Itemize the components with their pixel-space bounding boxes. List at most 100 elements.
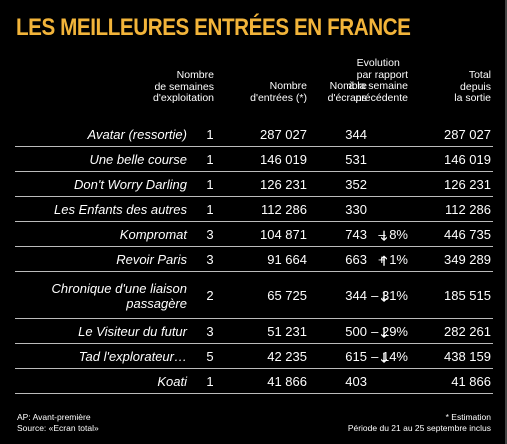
screens-count: 615 xyxy=(345,348,367,364)
screens-count: 344 xyxy=(345,287,367,303)
weeks-count: 3 xyxy=(206,251,214,267)
film-title: Kompromat xyxy=(120,227,187,242)
total-count: 126 231 xyxy=(444,176,491,192)
film-title-line: Koati xyxy=(157,374,187,389)
arrow-down-icon: 🡓 xyxy=(380,349,388,365)
total-count: 282 261 xyxy=(444,323,491,339)
header-entries-line: d'entrées (*) xyxy=(250,91,307,104)
arrow-down-icon: 🡓 xyxy=(380,324,388,340)
table-row: Don't Worry Darling 1 126 231 352 126 231 xyxy=(0,172,507,197)
total-count: 349 289 xyxy=(444,251,491,267)
film-title: Tad l'explorateur… xyxy=(79,349,187,364)
weeks-count: 1 xyxy=(206,176,214,192)
evolution-value: – 8% xyxy=(378,226,408,242)
total-count: 438 159 xyxy=(444,348,491,364)
entries-count: 91 664 xyxy=(267,251,307,267)
row-divider xyxy=(15,393,493,394)
table-row: Kompromat 3 104 871 743 🡓 – 8% 446 735 xyxy=(0,222,507,247)
row-divider xyxy=(15,146,493,147)
entries-count: 112 286 xyxy=(260,201,307,217)
row-divider xyxy=(15,171,493,172)
header-screens: Nombre d'écrans xyxy=(327,80,367,104)
total-count: 185 515 xyxy=(444,287,491,303)
weeks-count: 2 xyxy=(206,287,214,303)
film-title-line: Les Enfants des autres xyxy=(54,202,187,217)
screens-count: 344 xyxy=(345,126,367,142)
arrow-down-icon: 🡓 xyxy=(380,288,388,304)
film-title-line: Une belle course xyxy=(89,152,187,167)
row-divider xyxy=(15,368,493,369)
film-title-line: Kompromat xyxy=(119,227,187,242)
header-evolution-line: par rapport xyxy=(356,68,408,81)
screens-count: 663 xyxy=(345,251,367,267)
footer-notes: AP: Avant-première Source: «Ecran total» xyxy=(17,412,99,434)
screens-count: 352 xyxy=(345,176,367,192)
row-divider xyxy=(15,221,493,222)
film-title-line: Don't Worry Darling xyxy=(73,177,187,192)
entries-count: 126 231 xyxy=(260,176,307,192)
table-row: Tad l'explorateur… 5 42 235 615 🡓 – 14% 438 15… xyxy=(0,344,507,369)
screens-count: 743 xyxy=(345,226,367,242)
film-title: Don't Worry Darling xyxy=(74,177,187,192)
row-divider xyxy=(15,318,493,319)
film-title-line: Revoir Paris xyxy=(116,252,187,267)
weeks-count: 5 xyxy=(206,348,214,364)
header-weeks-line: d'exploitation xyxy=(153,92,214,104)
row-divider xyxy=(15,246,493,247)
header-total-line: Total xyxy=(468,69,491,81)
film-title-line: Le Visiteur du futur xyxy=(78,324,187,339)
film-title: Les Enfants des autres xyxy=(54,202,187,217)
header-evolution-line: précédente xyxy=(355,91,408,104)
header-total: Total depuis la sortie xyxy=(454,69,491,105)
entries-count: 146 019 xyxy=(260,151,307,167)
header-total-line: la sortie xyxy=(454,92,491,104)
header-evolution-line: Evolution xyxy=(356,57,400,69)
header-screens-line: Nombre xyxy=(329,80,367,92)
table-row: Revoir Paris 3 91 664 663 🡑 + 1% 349 289 xyxy=(0,247,507,272)
total-count: 146 019 xyxy=(444,151,491,167)
footer-period: * Estimation Période du 21 au 25 septemb… xyxy=(348,412,491,434)
footer-period-text: Période du 21 au 25 septembre inclus xyxy=(347,423,491,433)
table-row: Les Enfants des autres 1 112 286 330 112 286 xyxy=(0,197,507,222)
header-screens-line: d'écrans xyxy=(327,91,367,104)
total-count: 287 027 xyxy=(444,126,491,142)
evolution-value: – 31% xyxy=(371,287,408,303)
film-title: Revoir Paris xyxy=(116,252,187,267)
table-row: Chronique d'une liaison passagère 2 65 725 3… xyxy=(0,272,507,319)
table-row: Une belle course 1 146 019 531 146 019 xyxy=(0,147,507,172)
weeks-count: 3 xyxy=(206,323,214,339)
row-divider xyxy=(15,271,493,272)
entries-count: 65 725 xyxy=(267,287,307,303)
total-count: 112 286 xyxy=(444,201,491,217)
header-total-line: depuis xyxy=(460,80,491,93)
screens-count: 531 xyxy=(345,151,367,167)
film-title-line: Avatar (ressortie) xyxy=(87,127,187,142)
weeks-count: 3 xyxy=(206,226,214,242)
header-entries-line: Nombre xyxy=(269,80,307,92)
table-row: Koati 1 41 866 403 41 866 xyxy=(0,369,507,394)
right-border xyxy=(505,0,507,444)
row-divider xyxy=(15,343,493,344)
header-weeks-line: de semaines xyxy=(154,80,214,93)
entries-count: 42 235 xyxy=(267,348,307,364)
header-evolution: Evolution par rapport à la semaine précé… xyxy=(348,57,408,104)
weeks-count: 1 xyxy=(206,126,214,142)
entries-count: 51 231 xyxy=(267,323,307,339)
weeks-count: 1 xyxy=(206,151,214,167)
film-title-line: Chronique d'une liaison xyxy=(51,280,187,296)
footer-source: Source: «Ecran total» xyxy=(17,423,99,433)
header-weeks-line: Nombre xyxy=(176,69,214,81)
weeks-count: 1 xyxy=(206,201,214,217)
header-entries: Nombre d'entrées (*) xyxy=(250,80,307,104)
film-title: Avatar (ressortie) xyxy=(88,127,187,142)
total-count: 446 735 xyxy=(444,226,491,242)
arrow-up-icon: 🡑 xyxy=(380,252,388,268)
page-title: LES MEILLEURES ENTRÉES EN FRANCE xyxy=(16,14,411,41)
film-title-line: Tad l'explorateur… xyxy=(78,349,187,364)
row-divider xyxy=(15,196,493,197)
evolution-value: – 29% xyxy=(371,323,408,339)
evolution-value: + 1% xyxy=(378,251,408,267)
weeks-count: 1 xyxy=(206,373,214,389)
entries-count: 287 027 xyxy=(260,126,307,142)
